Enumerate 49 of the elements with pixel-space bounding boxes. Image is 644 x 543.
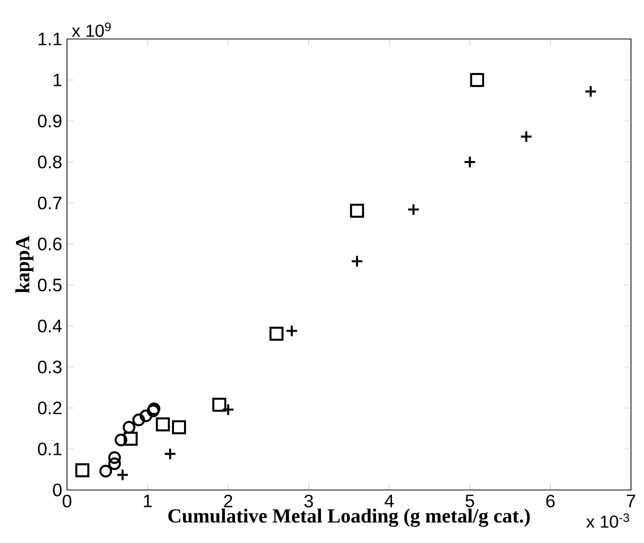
y-tick-label: 0.9 bbox=[38, 114, 62, 128]
y-tick-label: 0.7 bbox=[38, 196, 62, 210]
point bbox=[146, 404, 160, 418]
x-tick-label: 3 bbox=[304, 494, 313, 508]
point bbox=[99, 464, 112, 478]
point bbox=[350, 204, 364, 218]
y-tick-label: 0.1 bbox=[38, 442, 62, 456]
y-tick-label: 0.4 bbox=[38, 320, 62, 332]
point bbox=[75, 463, 90, 478]
y-tick-label: 0.3 bbox=[38, 360, 62, 374]
point bbox=[212, 398, 226, 412]
point bbox=[164, 448, 176, 460]
x-tick-label: 2 bbox=[224, 494, 232, 508]
point bbox=[470, 72, 484, 87]
x-tick-label: 1 bbox=[144, 494, 152, 508]
point bbox=[285, 324, 298, 338]
point bbox=[114, 434, 128, 446]
text: x 10$^{-3}$ bbox=[586, 513, 630, 528]
point bbox=[584, 85, 598, 98]
point bbox=[132, 414, 146, 426]
point bbox=[156, 417, 170, 432]
y-tick-label: 0.8 bbox=[38, 156, 62, 168]
point bbox=[124, 432, 138, 446]
point bbox=[108, 457, 121, 470]
y-tick-label: 1.1 bbox=[38, 32, 62, 46]
point bbox=[122, 420, 136, 434]
y-axis-title: kappA bbox=[15, 236, 34, 293]
text: x 10$^{9}$ bbox=[72, 22, 111, 37]
x-axis-title: Cumulative Metal Loading (g metal/g cat.) bbox=[168, 508, 530, 527]
point bbox=[140, 409, 152, 422]
point bbox=[172, 420, 186, 434]
y-tick-label: 0.5 bbox=[38, 278, 62, 292]
point bbox=[464, 156, 476, 168]
x-tick-label: 7 bbox=[626, 494, 636, 508]
point bbox=[520, 130, 533, 143]
point bbox=[108, 451, 121, 464]
point bbox=[350, 254, 364, 268]
point bbox=[148, 402, 160, 416]
point bbox=[116, 468, 129, 482]
x-tick-label: 0 bbox=[62, 494, 72, 508]
point bbox=[269, 326, 284, 341]
y-tick-label: 0.2 bbox=[38, 402, 62, 414]
y-tick-label: 1 bbox=[54, 74, 62, 86]
y-tick-label: 0.6 bbox=[38, 238, 62, 250]
point bbox=[407, 203, 420, 216]
x-tick-label: 4 bbox=[384, 494, 394, 508]
x-tick-label: 6 bbox=[546, 494, 555, 508]
y-tick-label: 0 bbox=[52, 484, 62, 496]
x-tick-label: 5 bbox=[466, 494, 474, 508]
